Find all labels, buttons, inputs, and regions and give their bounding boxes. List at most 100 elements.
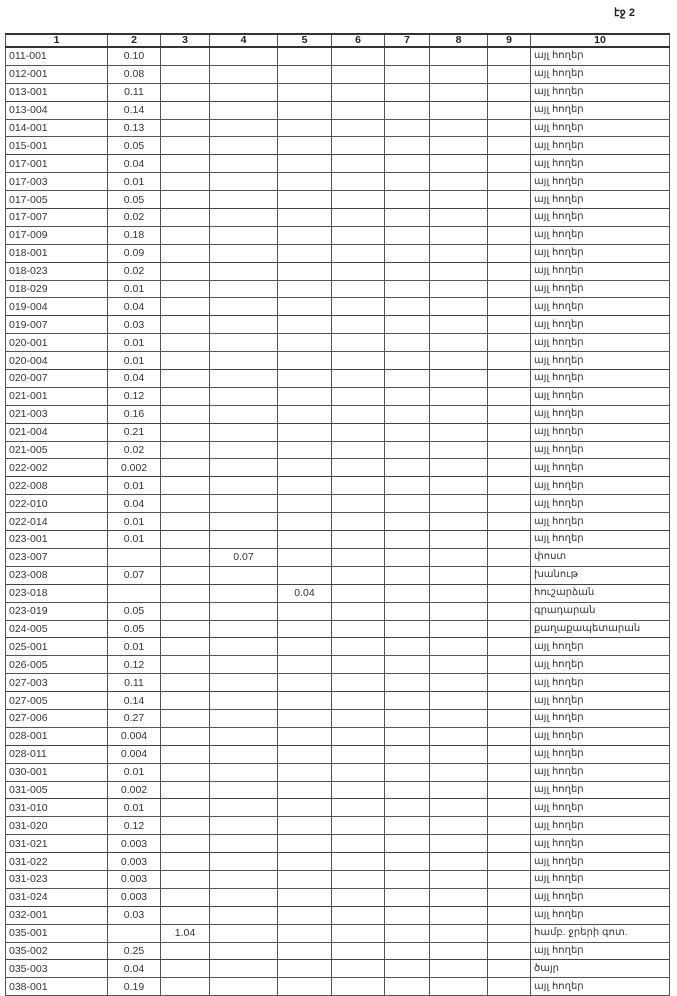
area-cell-col8 (429, 190, 488, 210)
area-cell-col7 (384, 440, 430, 460)
area-cell-col7 (384, 744, 430, 764)
area-cell-col4 (209, 708, 278, 728)
area-cell-col3 (160, 512, 210, 532)
table-row: 021-003 0.16 այլ հողեր (5, 404, 670, 424)
area-cell-col3 (160, 834, 210, 854)
area-cell-col7 (384, 512, 430, 532)
area-cell-col5 (277, 82, 332, 102)
area-cell-col2: 0.01 (107, 172, 161, 192)
area-cell-col2: 0.01 (107, 637, 161, 657)
area-cell-col9 (487, 708, 531, 728)
table-row: 013-001 0.11 այլ հողեր (5, 82, 670, 102)
area-cell-col5 (277, 691, 332, 710)
area-cell-col5 (277, 190, 332, 210)
area-cell-col7 (384, 780, 430, 800)
area-cell-col4 (209, 279, 278, 299)
area-cell-col3 (160, 583, 210, 603)
area-cell-col7 (384, 673, 430, 693)
area-cell-col5 (277, 708, 332, 728)
table-row: 031-021 0.003 այլ հողեր (5, 834, 670, 854)
area-cell-col5 (277, 655, 332, 675)
table-row: 027-006 0.27 այլ հողեր (5, 708, 670, 728)
area-cell-col2: 0.09 (107, 243, 161, 263)
area-cell-col7 (384, 297, 430, 317)
area-cell-col8 (429, 941, 488, 961)
land-use-cell: ծայր (530, 959, 670, 979)
area-cell-col6 (331, 798, 385, 818)
area-cell-col8 (429, 852, 488, 871)
area-cell-col4 (209, 422, 278, 442)
area-cell-col5 (277, 565, 332, 585)
area-cell-col3 (160, 279, 210, 299)
area-cell-col3 (160, 386, 210, 406)
area-cell-col7 (384, 100, 430, 120)
area-cell-col9 (487, 422, 531, 442)
area-cell-col5 (277, 762, 332, 782)
area-cell-col8 (429, 547, 488, 567)
table-row: 027-005 0.14 այլ հողեր (5, 691, 670, 710)
area-cell-col5 (277, 476, 332, 496)
area-cell-col8 (429, 333, 488, 353)
area-cell-col6 (331, 691, 385, 710)
area-cell-col6 (331, 369, 385, 388)
parcel-code-cell: 031-023 (5, 869, 108, 889)
area-cell-col4 (209, 404, 278, 424)
area-cell-col7 (384, 476, 430, 496)
area-cell-col4 (209, 691, 278, 710)
area-cell-col3 (160, 941, 210, 961)
area-cell-col8 (429, 422, 488, 442)
area-cell-col5 (277, 923, 332, 943)
area-cell-col7 (384, 726, 430, 746)
area-cell-col8 (429, 458, 488, 478)
column-header-9: 9 (487, 33, 531, 48)
table-row: 032-001 0.03 այլ հողեր (5, 905, 670, 925)
area-cell-col7 (384, 565, 430, 585)
area-cell-col3 (160, 476, 210, 496)
area-cell-col8 (429, 243, 488, 263)
area-cell-col3 (160, 691, 210, 710)
area-cell-col3 (160, 118, 210, 138)
land-use-cell: գրադարան (530, 601, 670, 621)
area-cell-col3 (160, 261, 210, 281)
area-cell-col9 (487, 547, 531, 567)
area-cell-col6 (331, 46, 385, 66)
area-cell-col3 (160, 708, 210, 728)
area-cell-col6 (331, 386, 385, 406)
table-row: 019-007 0.03 այլ հողեր (5, 315, 670, 335)
table-row: 017-007 0.02 այլ հողեր (5, 208, 670, 227)
area-cell-col6 (331, 100, 385, 120)
area-cell-col3 (160, 440, 210, 460)
area-cell-col7 (384, 708, 430, 728)
area-cell-col9 (487, 762, 531, 782)
area-cell-col2: 0.12 (107, 816, 161, 836)
table-row: 022-010 0.04 այլ հողեր (5, 494, 670, 514)
area-cell-col4 (209, 208, 278, 227)
area-cell-col4 (209, 315, 278, 335)
area-cell-col9 (487, 458, 531, 478)
area-cell-col2: 0.05 (107, 190, 161, 210)
area-cell-col7 (384, 852, 430, 871)
area-cell-col4 (209, 225, 278, 245)
land-use-cell: այլ հողեր (530, 118, 670, 138)
area-cell-col6 (331, 726, 385, 746)
area-cell-col5 (277, 404, 332, 424)
column-header-10: 10 (530, 33, 670, 48)
area-cell-col6 (331, 297, 385, 317)
table-row: 022-008 0.01 այլ հողեր (5, 476, 670, 496)
area-cell-col7 (384, 333, 430, 353)
area-cell-col9 (487, 905, 531, 925)
area-cell-col5 (277, 315, 332, 335)
area-cell-col8 (429, 118, 488, 138)
area-cell-col3: 1.04 (160, 923, 210, 943)
parcel-code-cell: 031-022 (5, 852, 108, 871)
area-cell-col7 (384, 798, 430, 818)
area-cell-col4 (209, 762, 278, 782)
parcel-code-cell: 031-021 (5, 834, 108, 854)
land-use-cell: այլ հողեր (530, 208, 670, 227)
area-cell-col6 (331, 583, 385, 603)
table-row: 011-001 0.10 այլ հողեր (5, 46, 670, 66)
area-cell-col7 (384, 154, 430, 174)
area-cell-col7 (384, 118, 430, 138)
area-cell-col5 (277, 422, 332, 442)
area-cell-col5 (277, 959, 332, 979)
